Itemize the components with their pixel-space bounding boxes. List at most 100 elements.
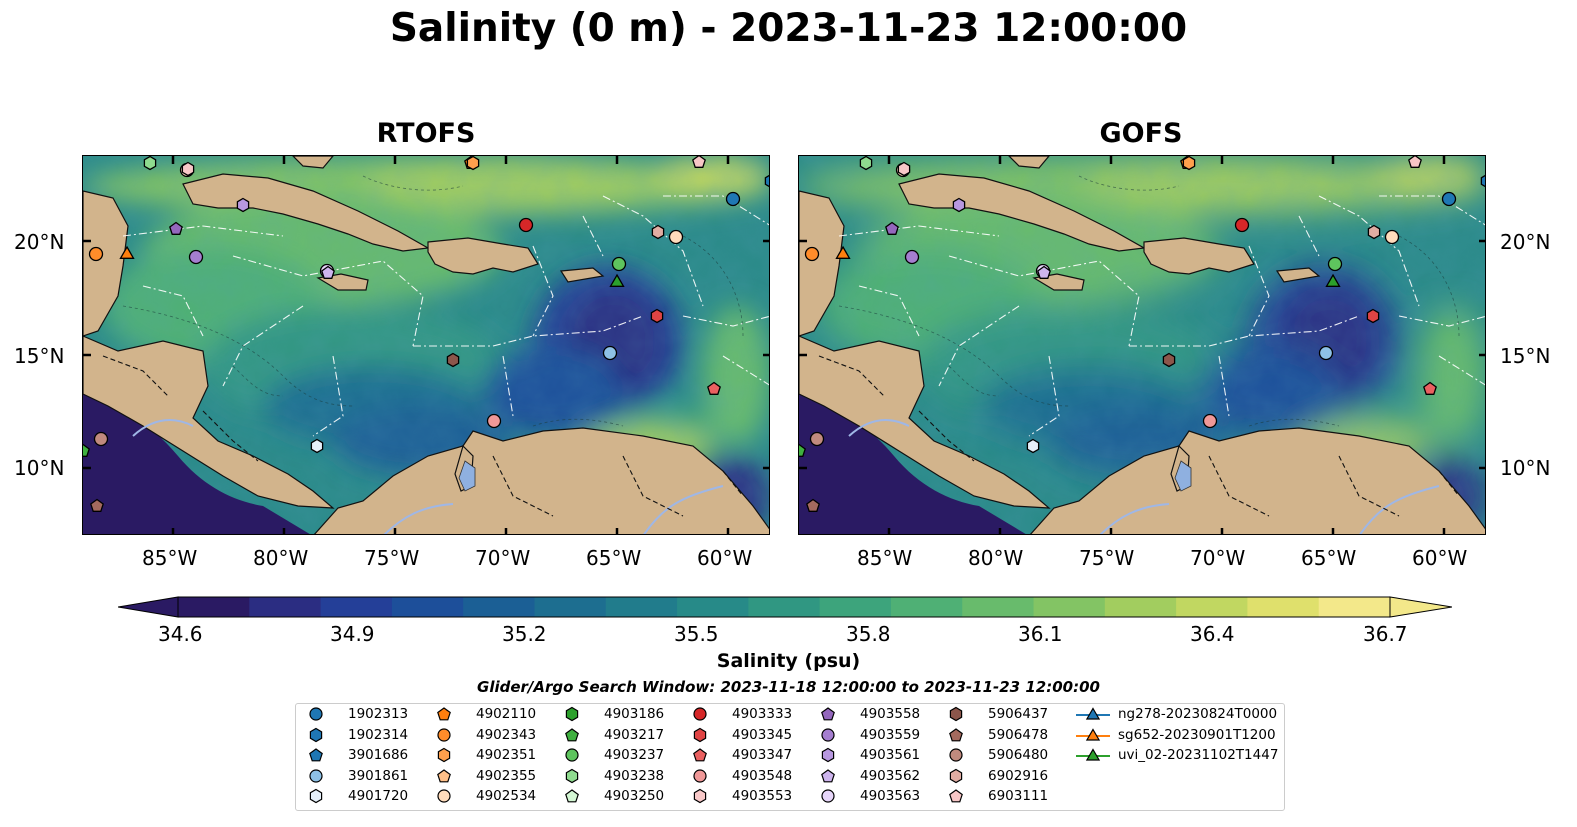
obs-marker-4903217: [83, 443, 90, 457]
lon-tick-85w: 85°W: [857, 546, 913, 570]
circle-icon: [821, 727, 835, 742]
legend-item-4902110: 4902110: [436, 706, 536, 722]
pentagon-icon: [565, 727, 579, 741]
obs-marker-4903347: [707, 381, 721, 395]
obs-marker-4903333: [1234, 217, 1250, 233]
legend-item-4902534: 4902534: [436, 788, 536, 804]
obs-marker-6902916: [651, 224, 665, 240]
legend-item-4901720: 4901720: [308, 788, 408, 804]
hexagon-icon: [949, 768, 963, 783]
legend-item-3901686: 3901686: [308, 747, 408, 763]
legend-label: 4903558: [860, 706, 921, 722]
colorbar-frame: [177, 596, 1391, 618]
legend-label: 1902314: [348, 726, 409, 743]
circle-icon: [565, 748, 579, 762]
obs-marker-5906437: [1162, 352, 1176, 368]
colorbar-tick-35-2: 35.2: [502, 622, 547, 646]
legend-label: 5906480: [988, 747, 1049, 764]
obs-marker-4903562: [1037, 265, 1051, 279]
legend-label: 4903345: [732, 726, 793, 743]
obs-marker-4902351: [1182, 156, 1196, 171]
colorbar-tick-36-1: 36.1: [1018, 622, 1063, 646]
obs-marker-4903561: [236, 197, 250, 213]
legend-label: 4902110: [476, 706, 537, 722]
glider-marker-sg652-20230901T1200: [835, 245, 851, 259]
panel-title-gofs: GOFS: [1099, 118, 1183, 149]
pentagon-icon: [693, 748, 707, 762]
colorbar-bin: [677, 597, 749, 617]
obs-marker-1902314: [764, 174, 769, 188]
obs-marker-4903237: [1327, 256, 1343, 272]
legend-item-5906478: 5906478: [948, 727, 1048, 743]
lon-tick-70w: 70°W: [1190, 546, 1246, 570]
legend-item-4903559: 4903559: [820, 727, 920, 743]
legend-item-1902313: 1902313: [308, 706, 408, 722]
pentagon-icon: [949, 789, 963, 803]
legend-label: 4903333: [732, 706, 793, 722]
obs-marker-4901720: [310, 438, 324, 454]
obs-marker-4903347: [1423, 381, 1437, 395]
triangle-icon: [1076, 748, 1110, 761]
legend-label: 4902534: [476, 788, 537, 805]
obs-marker-4903345: [1366, 308, 1380, 324]
legend-label: 4903561: [860, 747, 921, 764]
obs-marker-4902343: [804, 246, 820, 262]
colorbar-bin: [748, 597, 821, 617]
colorbar-bin: [1247, 597, 1320, 617]
legend-item-uvi_02-20231102T1447: uvi_02-20231102T1447: [1076, 747, 1278, 763]
legend-label: 4903186: [604, 706, 665, 722]
colorbar-bin: [605, 597, 678, 617]
lake-maracaibo: [1174, 460, 1192, 492]
land-hispaniola: [427, 237, 539, 275]
obs-marker-4903562: [321, 265, 335, 279]
obs-marker-4903553: [897, 161, 911, 177]
panel-title-rtofs: RTOFS: [376, 118, 476, 149]
obs-marker-5906478: [90, 498, 104, 512]
obs-marker-5906480: [809, 431, 825, 447]
land-florida-bahamas: [292, 156, 334, 169]
obs-marker-6903111: [692, 156, 706, 168]
colorbar: [118, 596, 1452, 618]
obs-marker-4903558: [885, 221, 899, 235]
obs-marker-4902534: [668, 229, 684, 245]
legend-label: 4903238: [604, 767, 665, 784]
colorbar-bin: [249, 597, 322, 617]
lon-tick-60w-left: 60°W: [697, 546, 753, 570]
lat-tick-right-10n: 10°N: [1500, 456, 1551, 480]
colorbar-bin: [1176, 597, 1248, 617]
rivers: [848, 419, 1440, 534]
legend-item-4903561: 4903561: [820, 747, 920, 763]
obs-marker-4903558: [169, 221, 183, 235]
obs-marker-4903237: [611, 256, 627, 272]
circle-icon: [693, 769, 707, 783]
obs-marker-4903559: [188, 249, 204, 265]
legend-label: uvi_02-20231102T1447: [1118, 747, 1279, 764]
legend-label: 4902351: [476, 747, 537, 764]
triangle-icon: [1076, 707, 1110, 720]
legend-item-4902355: 4902355: [436, 768, 536, 784]
colorbar-tick-34-9: 34.9: [330, 622, 375, 646]
obs-marker-5906480: [93, 431, 109, 447]
glider-marker-uvi_02-20231102T1447: [609, 273, 625, 287]
lon-tick-75w-left: 75°W: [364, 546, 420, 570]
map-panel-rtofs: [82, 155, 770, 535]
legend-item-sg652-20230901T1200: sg652-20230901T1200: [1076, 727, 1276, 743]
legend-item-ng278-20230824T0000: ng278-20230824T0000: [1076, 706, 1277, 722]
hexagon-icon: [693, 789, 707, 804]
colorbar-bin: [391, 597, 464, 617]
hexagon-icon: [693, 727, 707, 742]
lat-tick-right-20n: 20°N: [1500, 230, 1551, 254]
circle-icon: [437, 789, 451, 803]
rivers: [132, 419, 724, 534]
land-mexico-yucatan: [799, 190, 845, 337]
legend-label: 4903250: [604, 788, 665, 805]
legend-item-4903347: 4903347: [692, 747, 792, 763]
lat-tick-left-10n: 10°N: [14, 456, 65, 480]
pacific-ocean: [799, 394, 1026, 534]
circle-icon: [949, 748, 963, 762]
legend-label: 4902343: [476, 726, 537, 743]
legend-label: 4903217: [604, 726, 665, 743]
legend-label: 3901861: [348, 767, 409, 784]
legend-label: 4903347: [732, 747, 793, 764]
glider-marker-uvi_02-20231102T1447: [1325, 273, 1341, 287]
